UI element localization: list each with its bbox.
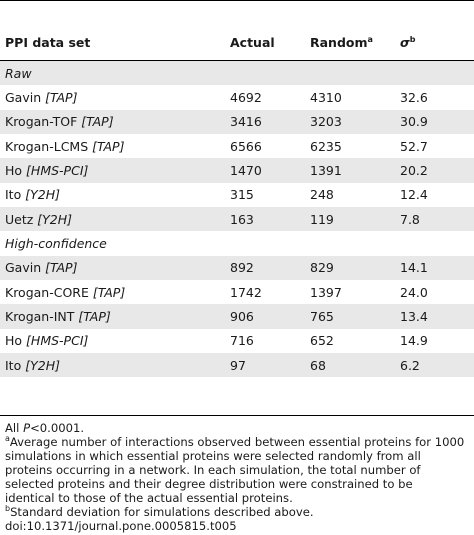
sigma-cell: 7.8 [395,207,474,232]
table-row: Ito [Y2H] 97 68 6.2 [0,353,474,378]
doi-link[interactable]: doi:10.1371/journal.pone.0005815.t005 [5,519,237,533]
dataset-cell: Uetz [Y2H] [0,207,225,232]
table-footnotes: All P<0.0001. aAverage number of interac… [5,421,474,533]
section-label: Raw [0,60,474,86]
section-row-high-confidence: High-confidence [0,231,474,255]
actual-cell: 163 [225,207,305,232]
dataset-cell: Ito [Y2H] [0,353,225,378]
sigma-cell: 24.0 [400,284,428,300]
table-header-row: PPI data set Actual Randoma σb [0,24,474,61]
header-dataset: PPI data set [5,34,91,50]
random-cell: 248 [310,187,334,203]
actual-cell: 4692 [230,90,262,106]
header-random-footnote-marker: a [367,34,373,44]
table-row: Ho [HMS-PCI] 716 652 14.9 [0,329,474,353]
table-row: Krogan-TOF [TAP] 3416 3203 30.9 [0,109,474,135]
header-sigma: σb [400,34,416,50]
ppi-table: PPI data set Actual Randoma σb Raw Gavin… [0,24,474,378]
table-row: Krogan-INT [TAP] 906 765 13.4 [0,304,474,329]
header-actual: Actual [230,34,275,50]
section-row-raw: Raw [0,60,474,86]
sigma-cell: 13.4 [395,304,474,329]
footnote-a-line: identical to those of the actual essenti… [5,491,293,505]
table-row: Ho [HMS-PCI] 1470 1391 20.2 [0,158,474,183]
random-cell: 652 [310,333,334,349]
sigma-cell: 52.7 [400,138,428,154]
random-cell: 829 [305,255,395,281]
actual-cell: 1470 [225,158,305,183]
actual-cell: 906 [225,304,305,329]
table-row: Ito [Y2H] 315 248 12.4 [0,183,474,207]
sigma-cell: 14.9 [400,333,428,349]
sigma-cell: 30.9 [395,109,474,135]
table-row: Gavin [TAP] 4692 4310 32.6 [0,85,474,109]
bottom-rule [0,415,474,416]
sigma-cell: 20.2 [395,158,474,183]
dataset-cell: Krogan-TOF [TAP] [0,109,225,135]
footnote-a-line: selected proteins and their degree distr… [5,477,413,491]
table-row: Krogan-LCMS [TAP] 6566 6235 52.7 [0,134,474,158]
actual-cell: 716 [230,333,254,349]
sigma-cell: 32.6 [400,90,428,106]
random-cell: 1397 [310,284,342,300]
table-row: Krogan-CORE [TAP] 1742 1397 24.0 [0,280,474,304]
dataset-cell: Krogan-LCMS [TAP] [5,138,125,154]
actual-cell: 6566 [230,138,262,154]
sigma-cell: 12.4 [400,187,428,203]
actual-cell: 315 [230,187,254,203]
dataset-cell: Gavin [TAP] [0,255,225,281]
sigma-cell: 14.1 [395,255,474,281]
actual-cell: 892 [225,255,305,281]
sigma-cell: 6.2 [395,353,474,378]
table-row: Uetz [Y2H] 163 119 7.8 [0,207,474,232]
random-cell: 119 [305,207,395,232]
actual-cell: 97 [225,353,305,378]
footnote-b-marker: b [5,504,11,514]
footnote-a: aAverage number of interactions observed… [5,434,465,449]
dataset-cell: Krogan-CORE [TAP] [5,284,126,300]
top-rule [0,0,474,1]
random-cell: 6235 [310,138,342,154]
footnote-a-marker: a [5,434,10,444]
footnote-b: bStandard deviation for simulations desc… [5,504,314,519]
dataset-cell: Gavin [TAP] [5,90,78,106]
table-row: Gavin [TAP] 892 829 14.1 [0,255,474,281]
footnote-a-line: proteins occurring in a network. In each… [5,463,421,477]
random-cell: 765 [305,304,395,329]
random-cell: 68 [305,353,395,378]
actual-cell: 1742 [230,284,262,300]
header-sigma-footnote-marker: b [409,34,416,44]
section-label: High-confidence [5,236,107,252]
header-random: Randoma [310,34,373,50]
random-cell: 1391 [305,158,395,183]
random-cell: 4310 [310,90,342,106]
dataset-cell: Ho [HMS-PCI] [5,333,89,349]
actual-cell: 3416 [225,109,305,135]
significance-note: All P<0.0001. [5,421,85,435]
footnote-a-line: simulations in which essential proteins … [5,449,421,463]
dataset-cell: Ito [Y2H] [5,187,60,203]
dataset-cell: Ho [HMS-PCI] [0,158,225,183]
random-cell: 3203 [305,109,395,135]
dataset-cell: Krogan-INT [TAP] [0,304,225,329]
